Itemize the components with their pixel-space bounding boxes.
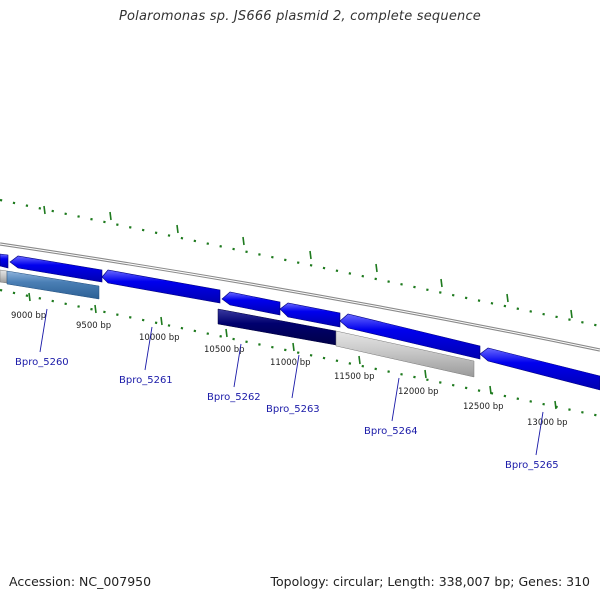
leader-bpro-5261 [144, 326, 153, 371]
inner-major-tick [358, 355, 361, 365]
tick-label: 10500 bp [204, 345, 245, 355]
inner-major-tick [225, 328, 228, 338]
outer-major-tick [109, 211, 112, 221]
outer-major-tick [43, 205, 46, 215]
outer-major-tick [242, 236, 245, 246]
gene-arrow-d[interactable] [221, 291, 281, 316]
outer-major-tick [570, 309, 573, 319]
inner-major-tick [28, 292, 31, 302]
tick-label: 10000 bp [139, 333, 180, 343]
gene-label-bpro-5260[interactable]: Bpro_5260 [15, 357, 69, 368]
gene-bar-bpro-5260[interactable] [6, 270, 100, 300]
leader-bpro-5263 [291, 354, 300, 399]
gene-label-bpro-5264[interactable]: Bpro_5264 [364, 426, 418, 437]
inner-major-tick [94, 304, 97, 314]
gene-arrow-e[interactable] [279, 302, 341, 328]
forward-strand-genes [0, 253, 600, 391]
gene-leader-lines [39, 308, 544, 456]
inner-major-tick [424, 369, 427, 379]
gene-labels: Bpro_5260 Bpro_5261 Bpro_5262 Bpro_5263 … [15, 357, 559, 471]
gene-label-bpro-5261[interactable]: Bpro_5261 [119, 375, 173, 386]
plasmid-backbone [0, 242, 600, 352]
leader-bpro-5265 [535, 411, 544, 456]
reverse-strand-genes [0, 269, 475, 378]
gene-label-bpro-5262[interactable]: Bpro_5262 [207, 392, 261, 403]
gene-label-bpro-5265[interactable]: Bpro_5265 [505, 460, 559, 471]
map-title: Polaromonas sp. JS666 plasmid 2, complet… [118, 9, 481, 24]
outer-major-tick [375, 263, 378, 273]
inner-major-tick [160, 316, 163, 326]
outer-tick-row [0, 198, 600, 328]
tick-label: 12000 bp [398, 387, 439, 397]
gene-arrow-f[interactable] [339, 313, 481, 360]
tick-labels: 9000 bp 9500 bp 10000 bp 10500 bp 11000 … [11, 311, 568, 428]
inner-major-ticks [28, 292, 557, 410]
outer-major-tick [440, 278, 443, 288]
gene-bar-gray-left[interactable] [0, 269, 8, 284]
outer-major-tick [309, 250, 312, 260]
gene-label-bpro-5263[interactable]: Bpro_5263 [266, 404, 320, 415]
outer-major-tick [176, 224, 179, 234]
leader-bpro-5262 [233, 343, 242, 388]
tick-label: 12500 bp [463, 402, 504, 412]
tick-label: 13000 bp [527, 418, 568, 428]
backbone-inner [0, 243, 600, 351]
gene-arrow-g[interactable] [479, 347, 600, 391]
inner-major-tick [292, 342, 295, 352]
inner-major-tick [489, 385, 492, 395]
accession-text: Accession: NC_007950 [9, 574, 152, 589]
tick-label: 9000 bp [11, 311, 46, 321]
inner-major-tick [554, 400, 557, 410]
gene-bar-bpro-5264[interactable] [335, 330, 475, 378]
leader-bpro-5264 [391, 377, 400, 422]
gene-arrow-c[interactable] [101, 269, 221, 304]
topology-text: Topology: circular; Length: 338,007 bp; … [270, 574, 591, 589]
outer-major-ticks [43, 205, 573, 319]
inner-tick-row [0, 288, 600, 418]
leader-bpro-5260 [39, 308, 48, 353]
gene-arrow-a[interactable] [0, 253, 9, 269]
tick-label: 9500 bp [76, 321, 111, 331]
outer-major-tick [506, 293, 509, 303]
gene-arrow-b[interactable] [9, 255, 103, 283]
tick-label: 11500 bp [334, 372, 375, 382]
tick-label: 11000 bp [270, 358, 311, 368]
